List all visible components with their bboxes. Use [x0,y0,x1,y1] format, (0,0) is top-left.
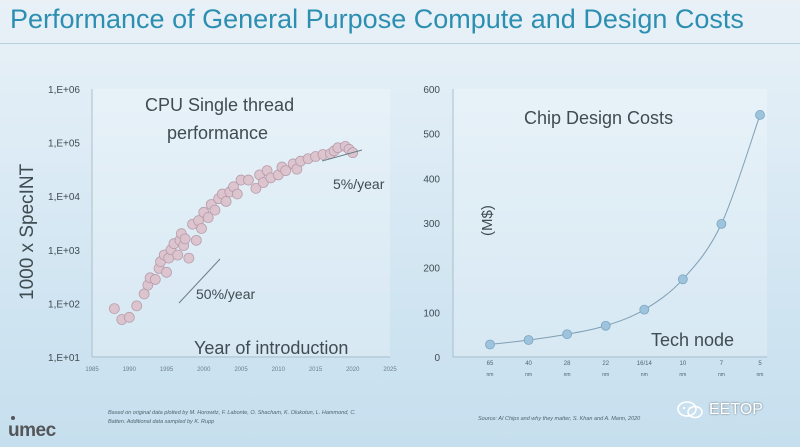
data-point [183,252,195,264]
data-point [172,249,184,261]
data-point [131,300,143,312]
x-tick-unit: nm [757,372,764,378]
y-tick-label: 200 [423,264,440,275]
x-tick-label: 7 [720,361,724,367]
data-point [639,304,650,315]
x-tick-unit: nm [641,372,648,378]
data-point [523,335,534,345]
y-tick-label: 600 [423,85,440,96]
y-tick-label: 1,E+03 [48,246,80,257]
chart-title-line-1: CPU Single thread [145,95,294,115]
data-point [231,188,243,200]
x-tick-unit: nm [525,372,532,378]
y-tick-label: 500 [423,130,440,141]
x-tick-label: 2005 [234,367,248,373]
y-tick-label: 400 [423,174,440,185]
trend-line-50pct [178,258,221,304]
x-tick-unit: nm [718,372,725,378]
x-tick-label: 1995 [160,367,174,373]
y-tick-label: 1,E+04 [48,192,80,203]
data-point [220,195,232,207]
plot-panel [453,89,767,356]
x-tick-label: 2000 [197,367,211,373]
data-point [202,212,214,223]
data-point [190,234,202,246]
left-chart-source: Based on original data plotted by M. Hor… [108,410,356,425]
annotation-50pct: 50%/year [196,286,255,302]
x-tick-label: 65 [487,361,494,367]
x-axis-label: Year of introduction [194,338,348,358]
x-tick-label: 1990 [123,367,137,373]
chart-title-line-2: performance [167,123,268,143]
y-axis-label: (M$) [479,205,496,236]
right-chart-source: Source: AI Chips and why they matter, S.… [478,416,641,422]
data-point [250,182,262,194]
y-axis-label: 1000 x SpecINT [17,163,38,300]
y-tick-label: 0 [434,353,440,364]
data-point [243,174,254,186]
x-tick-unit: nm [487,372,494,378]
data-point [209,204,221,216]
y-tick-label: 1,E+01 [48,353,80,364]
data-point [280,165,292,177]
x-tick-label: 5 [758,361,762,367]
data-point [677,274,688,285]
x-tick-label: 2025 [383,367,397,373]
data-point [755,110,765,120]
y-tick-label: 1,E+06 [48,85,80,96]
data-point [123,311,135,323]
eetop-watermark: EETOP [676,401,763,419]
data-point [716,218,727,229]
slide-title: Performance of General Purpose Compute a… [10,4,744,34]
x-tick-label: 2015 [309,367,323,373]
data-point [196,223,207,234]
plot-panel [92,89,390,356]
y-tick-label: 1,E+02 [48,299,80,310]
x-tick-label: 40 [525,361,532,367]
x-tick-label: 10 [680,361,687,367]
data-point [562,329,573,340]
annotation-5pct: 5%/year [333,176,385,192]
data-point [108,303,120,314]
trend-line-5pct [321,149,363,162]
logo-mark [11,416,15,420]
x-tick-label: 2020 [346,367,360,373]
data-point [179,233,191,245]
x-tick-label: 22 [602,361,609,367]
imec-logo: umec [8,420,56,441]
y-tick-label: 100 [423,308,440,319]
x-tick-unit: nm [564,372,571,378]
data-point [138,288,150,300]
x-tick-label: 2010 [272,367,286,373]
y-tick-label: 1,E+05 [48,139,80,150]
x-tick-unit: nm [602,372,609,378]
x-tick-label: 1985 [85,367,99,373]
x-axis-label: Tech node [651,330,734,350]
y-tick-label: 300 [423,219,440,230]
x-tick-label: 28 [564,361,571,367]
data-point [149,274,161,285]
x-tick-unit: nm [679,372,686,378]
wechat-icon [677,401,703,419]
data-point [600,320,611,331]
data-point [161,266,172,278]
chart-title: Chip Design Costs [524,108,673,128]
title-divider [0,43,800,44]
x-tick-label: 16/14 [637,361,653,367]
data-point [485,339,495,350]
watermark-text: EETOP [709,401,763,418]
